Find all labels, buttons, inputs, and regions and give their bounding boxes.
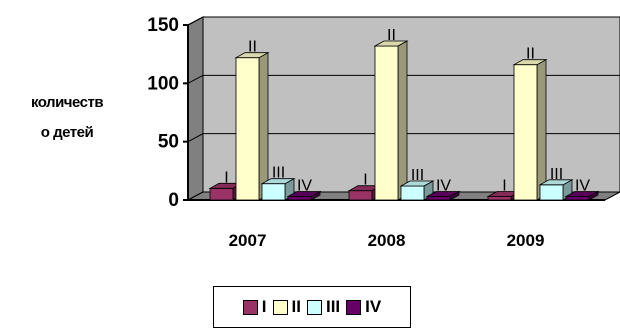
bar xyxy=(426,196,451,201)
data-label: II xyxy=(526,46,535,63)
legend-swatch-ii xyxy=(272,299,288,315)
bar xyxy=(287,196,312,201)
x-tick-label: 2007 xyxy=(229,231,267,250)
data-label: III xyxy=(411,167,424,184)
x-tick-label: 2008 xyxy=(368,231,406,250)
bar-side xyxy=(536,58,547,201)
legend-swatch-i xyxy=(242,299,258,315)
bar-top xyxy=(425,191,461,197)
bar-top xyxy=(286,191,322,197)
y-axis-label: количеств о детей xyxy=(4,88,130,148)
legend-label-iii: III xyxy=(325,297,341,316)
bar xyxy=(209,187,234,201)
gridline xyxy=(187,16,620,26)
legend-label-i: I xyxy=(261,297,267,316)
bar-top xyxy=(399,180,435,187)
legend-label-iv: IV xyxy=(365,297,382,316)
data-label: IV xyxy=(436,178,451,195)
bar xyxy=(261,183,286,201)
bar xyxy=(348,190,373,201)
y-axis-label-line-1: количеств xyxy=(30,94,104,111)
y-tick-label: 100 xyxy=(147,73,179,94)
data-label: I xyxy=(502,178,506,195)
bar-top xyxy=(564,191,600,197)
bar xyxy=(487,196,512,201)
data-label: II xyxy=(248,39,257,56)
data-label: III xyxy=(272,165,285,182)
bar xyxy=(513,64,538,201)
legend-item-i: I xyxy=(242,297,267,317)
data-label: III xyxy=(550,166,563,183)
y-tick-label: 50 xyxy=(158,132,179,153)
bar xyxy=(539,184,564,201)
y-axis-label-line-2: о детей xyxy=(40,124,94,141)
bar xyxy=(374,45,399,201)
legend-swatch-iii xyxy=(306,299,322,315)
bar-top xyxy=(538,179,574,186)
legend: I II III IV xyxy=(213,286,411,328)
x-tick-label: 2009 xyxy=(507,231,545,250)
bar xyxy=(400,185,425,201)
legend-swatch-iv xyxy=(346,299,362,315)
bar xyxy=(565,196,590,201)
legend-item-ii: II xyxy=(272,297,301,317)
gridline xyxy=(187,133,620,143)
gridline xyxy=(187,74,620,84)
legend-item-iv: IV xyxy=(346,297,381,317)
data-label: IV xyxy=(575,178,590,195)
bar-side xyxy=(258,51,269,201)
data-label: IV xyxy=(297,178,312,195)
plot-side-wall xyxy=(187,16,204,201)
y-tick-label: 150 xyxy=(147,15,179,36)
bar-top xyxy=(260,178,296,185)
data-label: I xyxy=(363,172,367,189)
legend-label-ii: II xyxy=(291,297,301,316)
bar xyxy=(235,57,260,201)
y-tick-label: 0 xyxy=(168,190,179,211)
bar-side xyxy=(397,40,408,201)
bar-top xyxy=(512,59,548,66)
bar-top xyxy=(234,52,270,59)
data-label: II xyxy=(387,27,396,44)
data-label: I xyxy=(224,169,228,186)
bar-top xyxy=(373,40,409,47)
legend-item-iii: III xyxy=(306,297,341,317)
